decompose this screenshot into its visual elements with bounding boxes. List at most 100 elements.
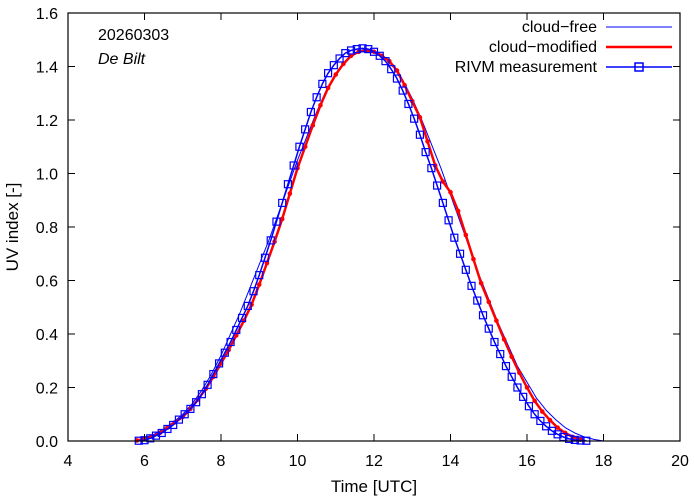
y-tick-label: 0.4 [36,327,58,344]
cloud-modified-point [302,144,308,150]
rivm-measurement-point [524,402,534,411]
cloud-modified-point [264,260,270,266]
cloud-modified-point [440,179,446,184]
rivm-measurement-point [324,69,333,78]
y-tick-label: 0.6 [36,274,58,291]
rivm-measurement-point [478,311,488,320]
rivm-measurement-point [530,410,539,419]
cloud-modified-point [555,425,560,430]
rivm-measurement-line [138,47,587,442]
cloud-modified-point [279,216,285,222]
rivm-measurement-point [243,301,252,311]
rivm-measurement-point [404,99,413,109]
x-tick-label: 18 [595,453,613,470]
rivm-measurement-point [387,65,396,74]
rivm-measurement-point [151,431,161,440]
rivm-measurement-point [570,435,579,445]
rivm-measurement-point [329,61,338,70]
rivm-measurement-point [220,348,229,357]
rivm-measurement-point [507,372,516,381]
cloud-modified-point [509,354,514,360]
rivm-measurement-point [289,161,298,170]
cloud-modified-point [501,337,507,342]
rivm-measurement-point [564,434,574,443]
rivm-measurement-point [398,86,407,95]
cloud-modified-point [325,85,331,91]
rivm-measurement-point [174,415,184,424]
rivm-measurement-point [375,51,384,60]
x-tick-label: 8 [217,453,226,470]
rivm-measurement-point [433,181,442,190]
rivm-measurement-point [346,46,356,55]
rivm-measurement-point [192,398,201,407]
y-tick-label: 0.8 [36,220,58,237]
x-tick-label: 12 [365,453,383,470]
rivm-measurement-point [301,125,310,134]
cloud-modified-point [318,102,323,108]
rivm-measurement-point [392,74,402,83]
y-tick-label: 1.0 [36,167,58,184]
x-tick-label: 16 [518,453,536,470]
rivm-measurement-point [255,271,264,280]
rivm-measurement-point [513,383,522,392]
rivm-measurement-point [341,49,350,58]
cloud-modified-point [425,139,430,144]
rivm-measurement-point [260,253,270,262]
rivm-measurement-point [364,45,373,54]
rivm-measurement-point [186,404,195,413]
cloud-modified-point [524,385,530,390]
legend: cloud−free cloud−modified RIVM measureme… [455,19,672,76]
series-layer [134,44,604,445]
legend-label-cloud-modified: cloud−modified [489,39,597,56]
date-label: 20260303 [98,27,169,44]
rivm-measurement-point [553,430,562,439]
rivm-measurement-point [237,313,247,323]
cloud-modified-point [333,72,339,77]
cloud-modified-point [448,189,453,195]
cloud-modified-point [478,280,484,286]
tick-layer: 4 6 8 10 12 14 16 18 20 0.0 0.2 0.4 0.6 0.8 1.0 1.2 1.4 1… [36,6,689,470]
cloud-modified-point [494,318,499,323]
rivm-measurement-point [272,217,281,226]
rivm-measurement-point [232,325,241,335]
rivm-measurement-point [427,164,436,173]
rivm-measurement-point [519,392,528,401]
rivm-measurement-point [306,107,315,117]
cloud-modified-point [455,208,461,214]
rivm-measurement-point [278,198,287,208]
x-tick-label: 20 [671,453,689,470]
cloud-modified-point [486,299,492,305]
rivm-measurement-point [536,416,545,426]
rivm-measurement-point [410,114,419,123]
y-tick-label: 0.0 [36,434,58,451]
rivm-measurement-point [335,54,344,63]
rivm-measurement-point [180,410,189,419]
rivm-measurement-point [455,249,465,258]
cloud-modified-point [348,53,354,59]
cloud-modified-point [402,82,407,88]
legend-marker-rivm-measurement [634,62,644,72]
rivm-measurement-point [318,79,327,88]
y-axis-title: UV index [-] [3,183,22,272]
rivm-measurement-point [203,380,212,389]
rivm-measurement-point [197,390,206,399]
rivm-measurement-point [484,324,493,333]
y-tick-label: 0.2 [36,381,58,398]
y-tick-label: 1.4 [36,60,58,77]
x-axis-title: Time [UTC] [331,477,417,496]
rivm-measurement-point [444,216,453,225]
rivm-measurement-point [266,236,275,245]
rivm-measurement-point [381,57,390,66]
cloud-modified-point [287,191,293,196]
legend-label-rivm-measurement: RIVM measurement [455,59,598,76]
cloud-modified-point [417,115,423,120]
rivm-measurement-point [312,93,321,102]
rivm-measurement-point [542,422,551,431]
cloud-modified-point [256,282,262,287]
cloud-modified-point [234,333,239,338]
y-tick-label: 1.6 [36,6,58,23]
cloud-modified-point [517,370,522,376]
y-tick-label: 1.2 [36,113,58,130]
x-tick-label: 6 [140,453,149,470]
